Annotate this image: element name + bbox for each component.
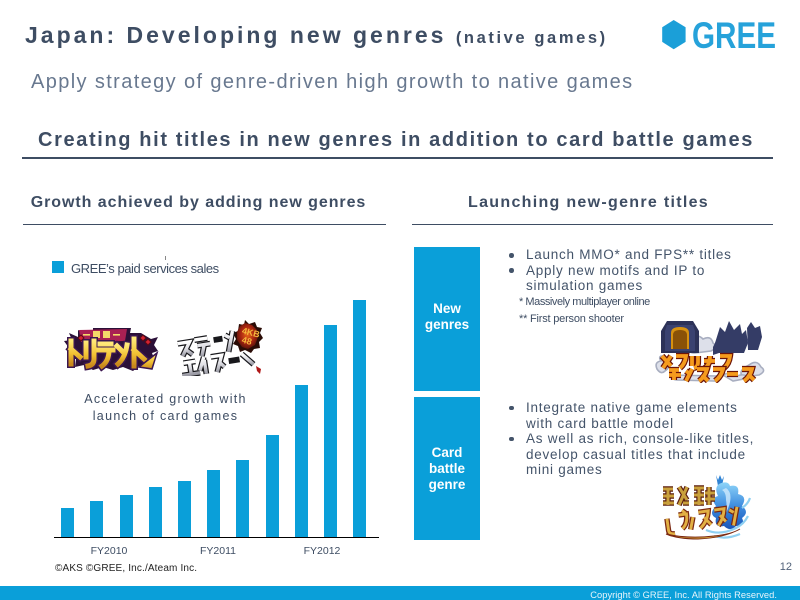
svg-text:4KB: 4KB (241, 326, 261, 340)
svg-text:GREE: GREE (692, 19, 776, 51)
svg-text:48: 48 (241, 335, 253, 347)
